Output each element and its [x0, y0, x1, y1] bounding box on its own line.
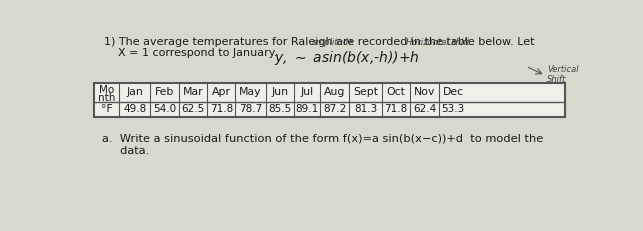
Text: 81.3: 81.3 — [354, 104, 377, 114]
Text: 62.5: 62.5 — [181, 104, 204, 114]
Text: Sept: Sept — [353, 87, 378, 97]
Text: Nov: Nov — [414, 87, 435, 97]
Text: 62.4: 62.4 — [413, 104, 436, 114]
Text: Oct: Oct — [386, 87, 405, 97]
Text: amplitude: amplitude — [311, 38, 354, 47]
Text: 78.7: 78.7 — [239, 104, 262, 114]
Text: Apr: Apr — [212, 87, 231, 97]
Text: data.: data. — [102, 146, 149, 155]
Text: a.  Write a sinusoidal function of the form f(x)=a sin(b(x−c))+d  to model the: a. Write a sinusoidal function of the fo… — [102, 134, 543, 144]
Text: Horizontal shift: Horizontal shift — [406, 38, 469, 47]
Text: Feb: Feb — [155, 87, 174, 97]
Text: Jun: Jun — [271, 87, 288, 97]
Text: y, $\sim$ asin(b(x,-h))+h: y, $\sim$ asin(b(x,-h))+h — [274, 49, 420, 67]
Text: 89.1: 89.1 — [295, 104, 318, 114]
Text: 53.3: 53.3 — [442, 104, 465, 114]
Text: May: May — [239, 87, 262, 97]
FancyBboxPatch shape — [95, 83, 565, 117]
Text: 87.2: 87.2 — [323, 104, 346, 114]
Text: 49.8: 49.8 — [123, 104, 146, 114]
Text: °F: °F — [101, 104, 113, 114]
Text: 71.8: 71.8 — [384, 104, 408, 114]
Text: 71.8: 71.8 — [210, 104, 233, 114]
Text: Jan: Jan — [126, 87, 143, 97]
Text: Vertical
Shift: Vertical Shift — [547, 65, 579, 84]
Text: Jul: Jul — [300, 87, 313, 97]
Text: 85.5: 85.5 — [268, 104, 291, 114]
Text: 54.0: 54.0 — [153, 104, 176, 114]
Text: Mo: Mo — [99, 85, 114, 95]
Text: X = 1 correspond to January.: X = 1 correspond to January. — [104, 48, 277, 58]
Text: Aug: Aug — [324, 87, 345, 97]
Text: Dec: Dec — [442, 87, 464, 97]
Text: Mar: Mar — [183, 87, 203, 97]
Text: 1) The average temperatures for Raleigh are recorded in the table below. Let: 1) The average temperatures for Raleigh … — [104, 37, 534, 47]
Text: nth: nth — [98, 93, 115, 103]
